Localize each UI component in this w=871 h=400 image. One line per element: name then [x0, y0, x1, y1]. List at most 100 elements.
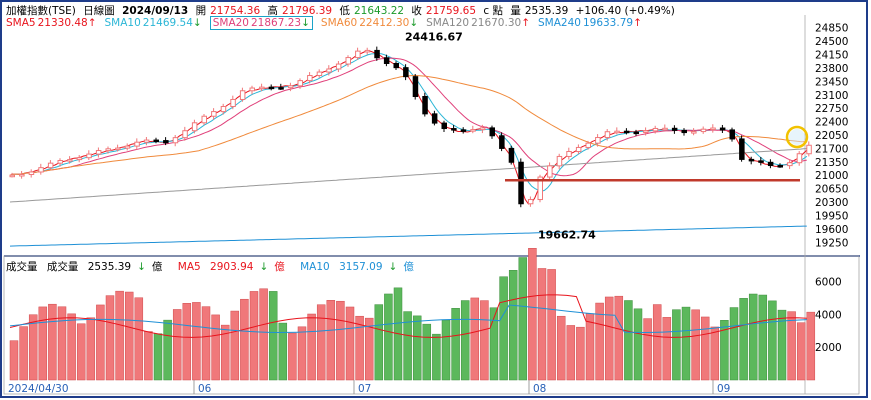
candle-body [460, 129, 467, 132]
volume-bar [614, 295, 624, 381]
sma-item-sma5: SMA5 21330.48↑ [6, 17, 97, 29]
volume-bar [19, 326, 28, 381]
candle-body [287, 85, 294, 89]
low-value: 21643.22 [353, 5, 405, 17]
change-value: +106.40 (+0.49%) [575, 5, 675, 17]
candle-body [537, 176, 543, 201]
vol-label: 成交量 [46, 261, 79, 273]
candle-body [412, 76, 419, 98]
candle-body [57, 160, 63, 164]
volume-bar [585, 313, 595, 381]
volume-ma-lines [9, 294, 807, 338]
candle-body [76, 157, 83, 161]
volume-bar [230, 310, 240, 381]
price-header: 加權指數(TSE) 日線圖 2024/09/13 開 21754.36 高 2179… [6, 3, 679, 18]
candle-body [268, 86, 275, 90]
candle-body [307, 75, 313, 82]
volume-bar [336, 300, 345, 381]
candle-body [335, 63, 342, 70]
price-tick-label: 23800 [815, 63, 848, 75]
volume-bar [384, 293, 393, 381]
candle-body [518, 161, 524, 205]
sma-label: SMA20 [212, 17, 249, 29]
index-name: 加權指數(TSE) [6, 5, 76, 17]
candle-body [508, 147, 515, 163]
ma5-arrow: ↓ [259, 261, 269, 273]
candle-body [739, 138, 745, 160]
volume-bar [681, 306, 691, 381]
candle-body [566, 151, 572, 157]
candle-body [134, 141, 140, 147]
candle-body [777, 165, 783, 168]
candle-body [691, 131, 697, 134]
sma-item-sma60: SMA60 22412.30↓ [321, 17, 418, 29]
candle-body [153, 139, 159, 143]
volume-bar [105, 295, 115, 381]
volume-bar [403, 311, 412, 381]
volume-bar [624, 300, 633, 381]
volume-bar [432, 333, 441, 381]
candle-body [623, 130, 630, 134]
candle-body [479, 127, 486, 131]
candle-body [633, 131, 639, 135]
x-axis-label: 09 [717, 383, 730, 395]
volume-bar [297, 326, 307, 381]
volume-bar [710, 326, 720, 381]
volume-bar [48, 303, 57, 381]
period-label: 日線圖 [83, 5, 115, 17]
volume-bar [38, 306, 48, 381]
volume-bar [777, 309, 787, 381]
volume-bar [556, 315, 566, 381]
sma-arrow: ↑ [521, 17, 530, 29]
candle-body [47, 162, 54, 169]
candle-body [547, 165, 553, 178]
sma-arrow: ↓ [301, 17, 310, 29]
open-value: 21754.36 [210, 5, 261, 17]
price-tick-label: 23450 [815, 76, 848, 88]
volume-panel-frame [3, 255, 860, 395]
open-label: 開 [195, 5, 207, 17]
candle-body [710, 127, 716, 131]
candle-body [220, 106, 227, 113]
sma-line-120 [9, 148, 807, 203]
sma-item-sma10: SMA10 21469.54↓ [105, 17, 202, 29]
candle-body [182, 130, 188, 139]
price-tick-label: 21700 [815, 143, 848, 155]
candle-body [499, 135, 505, 149]
candle-body [249, 87, 255, 92]
sma-label: SMA10 [104, 17, 141, 29]
volume-bar [172, 309, 182, 381]
volume-bar [412, 315, 422, 381]
sma-arrow: ↑ [87, 17, 97, 29]
sma-item-sma20: SMA20 21867.23↓ [209, 16, 313, 30]
candle-body [191, 122, 198, 132]
candle-body [355, 50, 361, 59]
volume-bar [278, 322, 288, 381]
high-value: 21796.39 [282, 5, 333, 17]
candle-body [143, 139, 150, 143]
volume-bar [144, 331, 153, 381]
volume-bar [672, 309, 681, 381]
price-tick-label: 20300 [815, 197, 848, 209]
candle-body [326, 68, 332, 73]
candlesticks [9, 46, 812, 208]
candle-body [86, 153, 92, 159]
volume-bar [700, 316, 710, 381]
volume-bar [460, 300, 470, 381]
candle-body [239, 90, 246, 100]
volume-legend: 成交量 成交量 2535.39 ↓ 億 MA5 2903.94 ↓ 億 MA10 315… [6, 259, 426, 274]
volume-bar [547, 269, 556, 381]
volume-bar [220, 324, 230, 381]
candle-body [470, 129, 476, 132]
candle-body [259, 86, 265, 90]
candle-body [806, 144, 812, 155]
candle-body [527, 199, 534, 205]
volume-bar [249, 291, 259, 381]
close-suffix: c 點 [483, 5, 503, 17]
sma-arrow: ↓ [409, 17, 419, 29]
candle-body [28, 171, 35, 175]
close-value: 21759.65 [425, 5, 477, 17]
volume-bar [211, 314, 220, 381]
volume-bar [480, 300, 489, 381]
candle-body [383, 57, 390, 64]
